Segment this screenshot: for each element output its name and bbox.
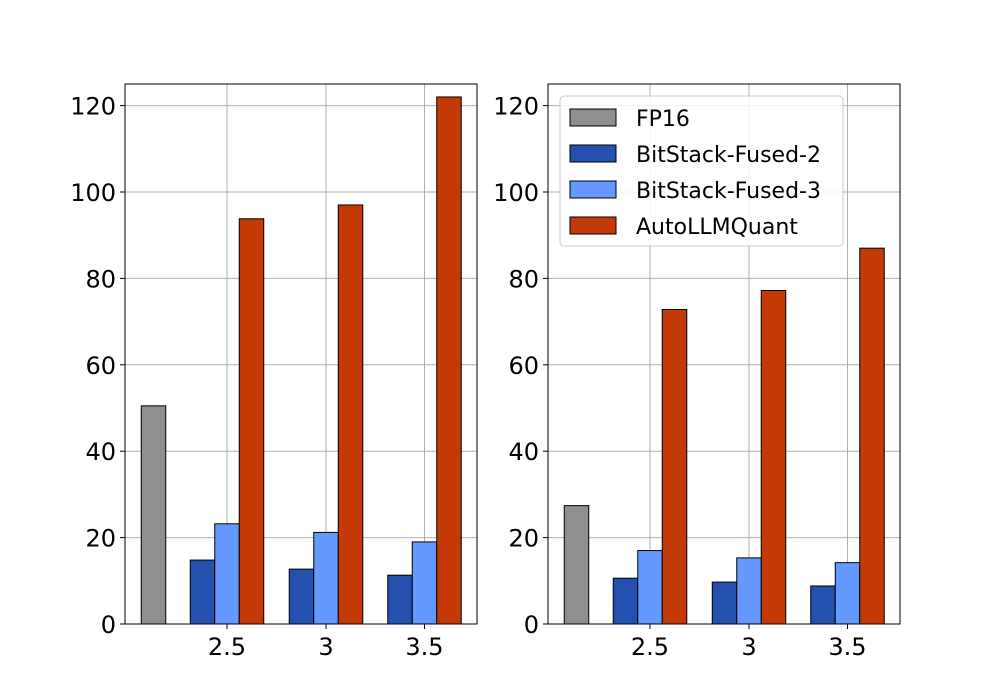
y-tick-label: 100	[493, 179, 539, 207]
bar-bitstack-fused-3	[834, 562, 861, 625]
bar-bitstack-fused-3	[411, 541, 438, 625]
x-tick-label: 2.5	[208, 633, 246, 661]
axes-frame	[547, 83, 901, 625]
y-tick-label: 120	[493, 93, 539, 121]
bar-bitstack-fused-2	[288, 568, 315, 625]
bar-bitstack-fused-3	[637, 550, 663, 625]
y-tick-label: 100	[70, 179, 116, 207]
x-tick-label: 3.5	[828, 633, 866, 661]
y-tick-label: 0	[524, 611, 539, 639]
y-tick-label: 40	[508, 438, 539, 466]
legend-label: BitStack-Fused-2	[636, 143, 821, 168]
bar-bitstack-fused-3	[214, 523, 240, 625]
bar-bitstack-fused-2	[810, 585, 836, 625]
legend-swatch	[569, 108, 617, 127]
y-tick-label: 80	[85, 265, 116, 293]
bar-fp16	[563, 505, 590, 625]
bar-bitstack-fused-2	[189, 559, 216, 625]
bar-bitstack-fused-3	[736, 557, 762, 625]
bar-autollmquant	[238, 218, 265, 625]
axes-frame	[124, 83, 478, 625]
bar-autollmquant	[337, 204, 364, 625]
y-tick-label: 80	[508, 265, 539, 293]
legend-swatch	[569, 180, 617, 199]
x-tick-label: 3.5	[405, 633, 443, 661]
x-tick-label: 2.5	[631, 633, 669, 661]
right-panel: 0 20 40 60 80 100 120 2.5 3 3.5 FP16 BitStack-Fused…	[493, 83, 901, 661]
y-tick-label: 60	[508, 352, 539, 380]
x-tick-label: 3	[318, 633, 333, 661]
legend-swatch	[569, 216, 617, 235]
y-tick-label: 40	[85, 438, 116, 466]
bar-fp16	[140, 405, 167, 625]
legend-label: BitStack-Fused-3	[636, 179, 821, 204]
y-tick-label: 60	[85, 352, 116, 380]
bar-bitstack-fused-2	[387, 574, 413, 625]
bar-bitstack-fused-2	[612, 577, 639, 625]
y-tick-label: 20	[508, 525, 539, 553]
y-tick-label: 120	[70, 93, 116, 121]
legend: FP16 BitStack-Fused-2 BitStack-Fused-3 Auto…	[559, 95, 844, 247]
bar-autollmquant	[859, 247, 885, 625]
legend-box	[559, 95, 844, 247]
bar-autollmquant	[760, 289, 787, 625]
x-tick-label: 3	[741, 633, 756, 661]
left-panel: 0 20 40 60 80 100 120 2.5 3 3.5	[70, 83, 478, 661]
legend-swatch	[569, 144, 617, 163]
y-tick-label: 0	[101, 611, 116, 639]
bar-autollmquant	[661, 309, 688, 625]
y-tick-label: 20	[85, 525, 116, 553]
legend-label: AutoLLMQuant	[636, 215, 798, 240]
bar-autollmquant	[436, 96, 462, 625]
bar-bitstack-fused-3	[313, 531, 339, 625]
legend-label: FP16	[636, 107, 690, 132]
bar-bitstack-fused-2	[711, 581, 738, 625]
